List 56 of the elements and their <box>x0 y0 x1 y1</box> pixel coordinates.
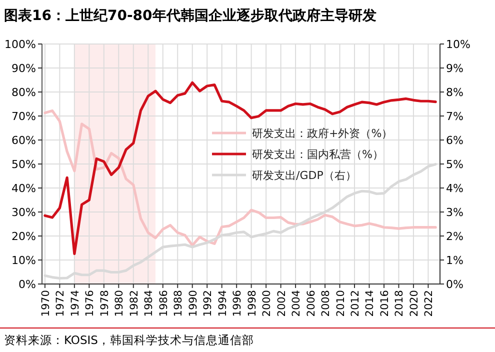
x-tick-label: 1978 <box>98 290 111 317</box>
x-tick-label: 2006 <box>305 290 318 317</box>
x-tick-label: 1976 <box>84 290 96 317</box>
x-tick-label: 2016 <box>378 290 391 317</box>
x-tick-label: 2010 <box>334 290 347 317</box>
y2-tick-label: 3% <box>446 206 464 219</box>
y-tick-label: 20% <box>12 230 36 243</box>
x-tick-label: 2012 <box>350 290 362 317</box>
x-tick-label: 1982 <box>128 290 140 317</box>
x-tick-label: 1986 <box>158 290 170 317</box>
x-tick-label: 1988 <box>172 290 185 317</box>
x-tick-label: 2018 <box>394 290 406 317</box>
y2-tick-label: 1% <box>446 254 464 267</box>
legend-label: 研发支出/GDP（右） <box>252 169 356 182</box>
y-tick-label: 30% <box>12 206 36 219</box>
x-tick-label: 1984 <box>143 290 156 317</box>
x-tick-label: 2014 <box>364 290 376 317</box>
y2-tick-label: 8% <box>446 86 464 99</box>
y2-tick-label: 2% <box>446 230 464 243</box>
x-tick-label: 2020 <box>408 290 420 317</box>
y2-tick-label: 5% <box>446 158 464 171</box>
legend-label: 研发支出：政府+外资（%） <box>252 127 393 140</box>
x-tick-label: 1970 <box>40 290 52 317</box>
line-series <box>44 109 437 247</box>
y2-tick-label: 7% <box>446 110 464 123</box>
x-tick-label: 1972 <box>54 290 67 317</box>
x-tick-label: 1980 <box>114 290 126 317</box>
chart-title: 图表16：上世纪70-80年代韩国企业逐步取代政府主导研发 <box>4 7 376 24</box>
x-tick-label: 2000 <box>261 290 274 317</box>
y2-tick-label: 0% <box>446 278 464 291</box>
y-tick-label: 90% <box>12 62 36 75</box>
x-tick-label: 1990 <box>187 290 200 317</box>
x-tick-label: 1974 <box>69 290 82 317</box>
y2-tick-label: 9% <box>446 62 464 75</box>
y2-tick-label: 4% <box>446 182 464 195</box>
y-tick-label: 60% <box>12 134 36 147</box>
y2-tick-label: 6% <box>446 134 464 147</box>
x-tick-label: 2004 <box>290 290 303 317</box>
x-tick-label: 2002 <box>276 290 288 317</box>
x-tick-label: 2022 <box>423 290 436 317</box>
y-tick-label: 100% <box>4 38 36 51</box>
x-tick-label: 1996 <box>232 290 244 317</box>
y-tick-label: 10% <box>12 254 36 267</box>
y2-tick-label: 10% <box>446 38 470 51</box>
y-tick-label: 80% <box>12 86 36 99</box>
y-tick-label: 50% <box>12 158 36 171</box>
x-tick-label: 1998 <box>246 290 258 317</box>
text: 资料来源：KOSIS，韩国科学技术与信息通信部 <box>4 333 254 347</box>
x-tick-label: 1994 <box>216 290 229 317</box>
y-tick-label: 70% <box>12 110 36 123</box>
legend-label: 研发支出：国内私营（%） <box>252 148 384 161</box>
y-tick-label: 40% <box>12 182 36 195</box>
x-tick-label: 2008 <box>320 290 332 317</box>
line-series <box>44 81 437 256</box>
y-tick-label: 0% <box>18 278 36 291</box>
x-tick-label: 1992 <box>202 290 214 317</box>
